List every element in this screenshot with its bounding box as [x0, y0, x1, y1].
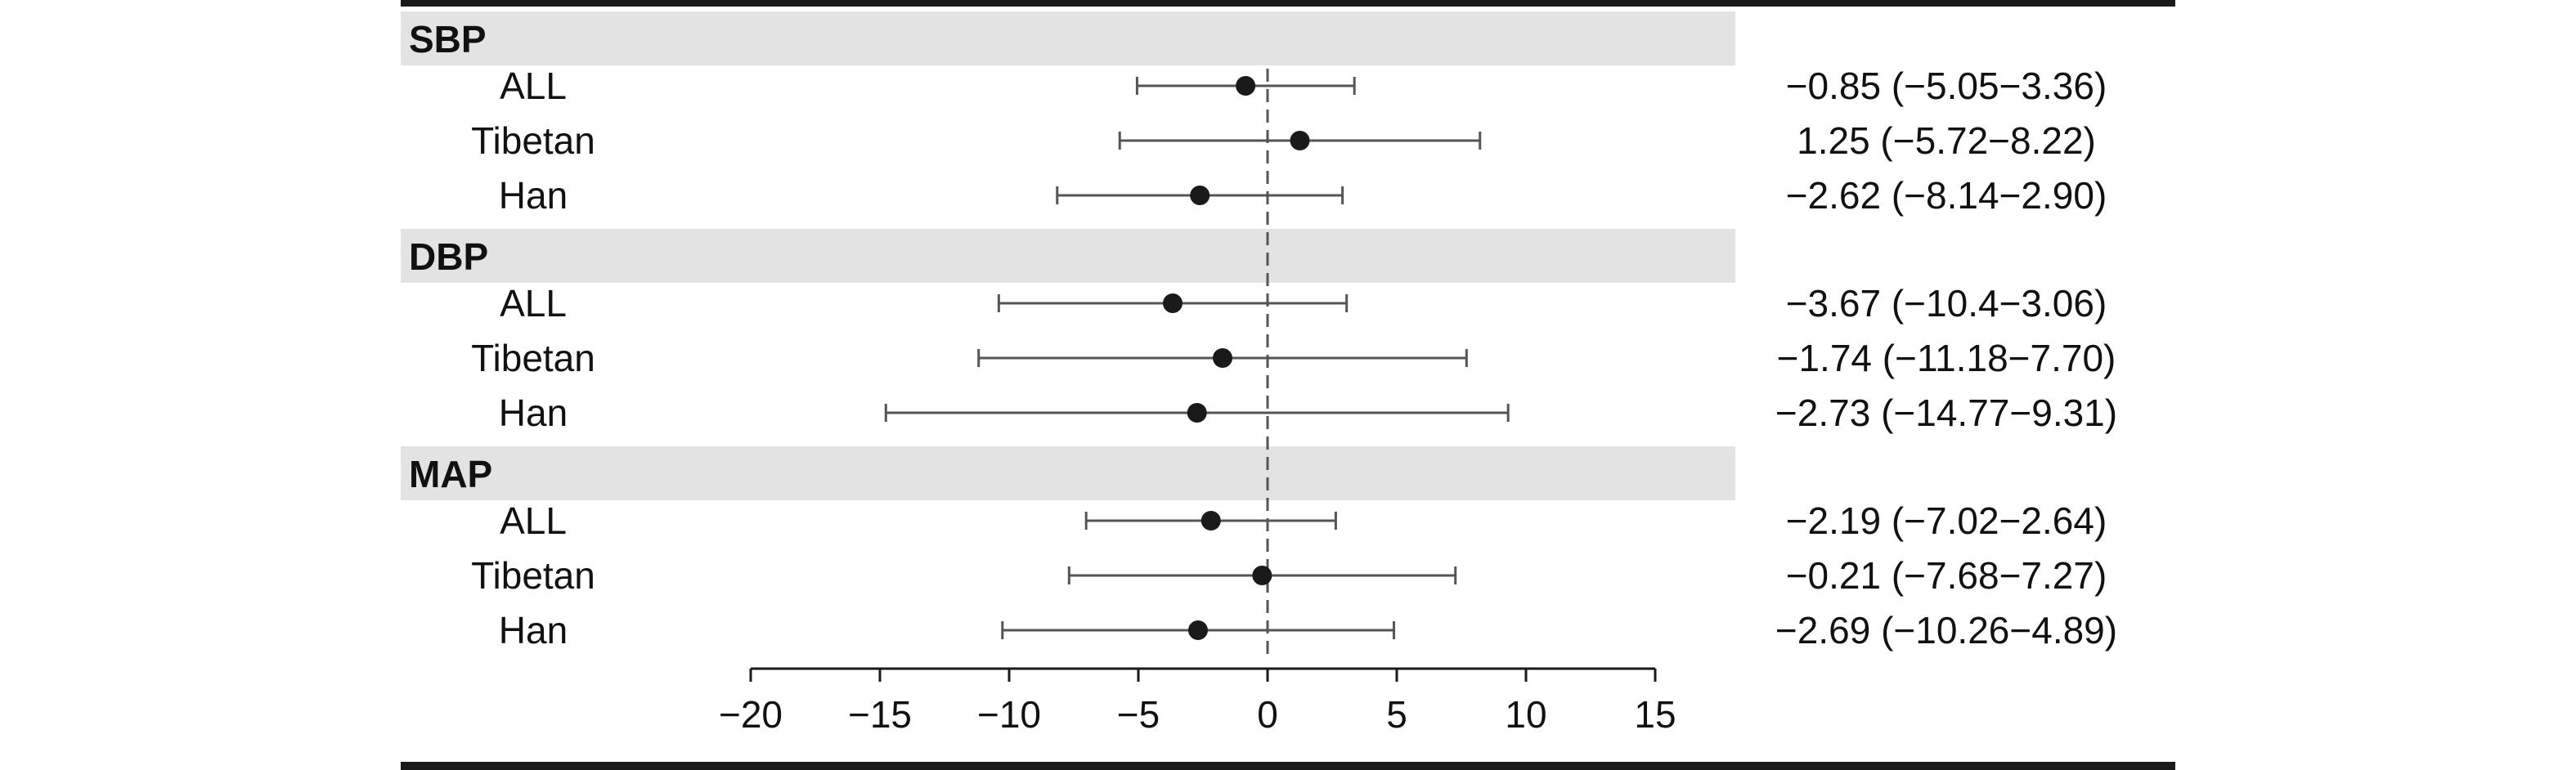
x-tick-label: −20: [719, 693, 783, 736]
row-label: Han: [499, 392, 568, 434]
group-band-dbp: [401, 229, 1735, 283]
row-sbp-all: ALL −0.85 (−5.05−3.36): [500, 65, 2107, 107]
row-map-tibetan: Tibetan −0.21 (−7.68−7.27): [471, 554, 2107, 597]
group-band-sbp: [401, 11, 1735, 65]
row-map-han: Han −2.69 (−10.26−4.89): [499, 609, 2117, 651]
ci-label: 1.25 (−5.72−8.22): [1797, 119, 2096, 162]
group-title-sbp: SBP: [409, 18, 487, 60]
row-label: Tibetan: [471, 337, 595, 379]
x-axis: −20 −15 −10 −5 0 5 10 15: [719, 667, 1676, 736]
row-label: Tibetan: [471, 554, 595, 597]
row-label: Han: [499, 174, 568, 217]
ci-label: −1.74 (−11.18−7.70): [1777, 337, 2116, 379]
x-tick-label: 10: [1505, 693, 1546, 736]
point-estimate: [1200, 511, 1221, 530]
x-tick-label: 5: [1386, 693, 1407, 736]
top-rule: [401, 0, 2175, 7]
ci-label: −0.85 (−5.05−3.36): [1786, 65, 2107, 107]
group-title-map: MAP: [409, 453, 492, 495]
frame: [401, 0, 2175, 770]
x-tick-label: −15: [848, 693, 912, 736]
ci-label: −2.73 (−14.77−9.31): [1775, 392, 2117, 434]
row-label: ALL: [500, 282, 567, 325]
row-sbp-han: Han −2.62 (−8.14−2.90): [499, 174, 2107, 217]
bottom-rule: [401, 762, 2175, 770]
point-estimate: [1290, 131, 1310, 150]
point-estimate: [1163, 293, 1183, 313]
ci-label: −2.69 (−10.26−4.89): [1775, 609, 2117, 651]
ci-label: −3.67 (−10.4−3.06): [1786, 282, 2107, 325]
ci-label: −2.62 (−8.14−2.90): [1786, 174, 2107, 217]
row-map-all: ALL −2.19 (−7.02−2.64): [500, 499, 2107, 542]
row-sbp-tibetan: Tibetan 1.25 (−5.72−8.22): [471, 119, 2096, 162]
x-tick-label: 15: [1634, 693, 1676, 736]
row-dbp-all: ALL −3.67 (−10.4−3.06): [500, 282, 2107, 325]
row-label: ALL: [500, 499, 567, 542]
row-label: Han: [499, 609, 568, 651]
point-estimate: [1187, 620, 1208, 640]
ci-label: −2.19 (−7.02−2.64): [1786, 499, 2107, 542]
point-estimate: [1213, 348, 1233, 368]
row-dbp-han: Han −2.73 (−14.77−9.31): [499, 392, 2117, 434]
x-tick-label: −5: [1117, 693, 1160, 736]
point-estimate: [1252, 566, 1272, 585]
point-estimate: [1236, 76, 1256, 96]
group-band-map: [401, 446, 1735, 500]
group-title-dbp: DBP: [409, 235, 488, 278]
point-estimate: [1190, 186, 1210, 205]
row-dbp-tibetan: Tibetan −1.74 (−11.18−7.70): [471, 337, 2116, 379]
row-label: ALL: [500, 65, 567, 107]
x-tick-label: 0: [1257, 693, 1278, 736]
ci-label: −0.21 (−7.68−7.27): [1786, 554, 2107, 597]
row-label: Tibetan: [471, 119, 595, 162]
rows-layer: ALL −0.85 (−5.05−3.36) Tibetan 1.25 (−5.72−…: [471, 65, 2117, 651]
x-tick-label: −10: [977, 693, 1041, 736]
point-estimate: [1187, 403, 1207, 423]
group-header-bands: SBP DBP MAP: [401, 11, 1735, 500]
